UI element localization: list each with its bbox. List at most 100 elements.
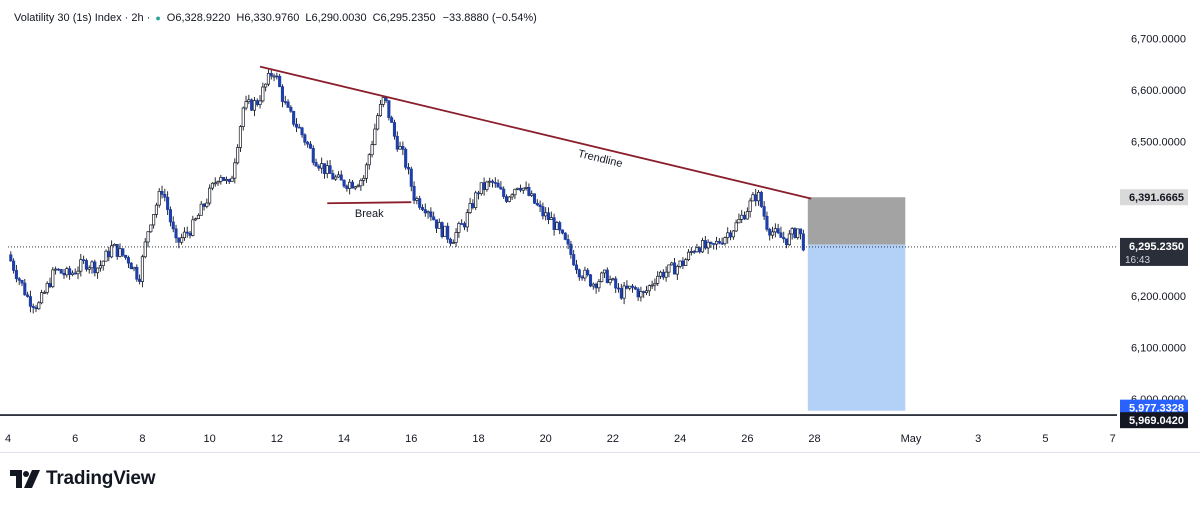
- candle-body: [110, 245, 114, 258]
- candle-body: [112, 243, 116, 247]
- candle-body: [709, 241, 713, 244]
- candle-body: [790, 228, 794, 235]
- candle-body: [76, 270, 80, 275]
- candle-body: [541, 206, 545, 217]
- candle-body: [412, 185, 416, 201]
- candle-body: [499, 186, 503, 190]
- candle-body: [644, 290, 649, 293]
- break-line[interactable]: [327, 201, 412, 205]
- candle-body: [317, 165, 321, 169]
- bar-countdown: 16:43: [1125, 255, 1150, 266]
- candle-body: [222, 177, 226, 181]
- candle-body: [745, 211, 749, 220]
- time-tick-label: 20: [540, 433, 552, 445]
- candle-body: [544, 212, 548, 217]
- candle-body: [404, 148, 408, 168]
- time-tick-label: 4: [5, 433, 11, 445]
- candle-body: [653, 282, 657, 286]
- candle-body: [793, 228, 797, 238]
- candle-body: [614, 278, 618, 289]
- candle-body: [367, 154, 371, 166]
- candle-body: [530, 193, 534, 196]
- candle-body: [720, 242, 724, 245]
- candle-body: [328, 165, 332, 174]
- candle-body: [387, 100, 391, 119]
- stop-loss-zone[interactable]: [807, 197, 906, 245]
- candle-body: [185, 231, 189, 234]
- candle-body: [686, 251, 691, 261]
- candle-body: [140, 256, 144, 282]
- candle-body: [236, 147, 240, 164]
- current-price-badge-bg: [1120, 237, 1188, 266]
- candle-body: [426, 211, 430, 214]
- candle-body: [423, 209, 427, 214]
- candle-body: [34, 307, 38, 310]
- candle-body: [552, 217, 556, 230]
- candle-body: [796, 228, 800, 238]
- candle-body: [569, 243, 573, 255]
- candle-body: [572, 254, 576, 266]
- candle-body: [118, 248, 122, 257]
- candle-body: [280, 86, 284, 102]
- candle-body: [502, 188, 506, 197]
- candle-body: [706, 241, 710, 249]
- candle-body: [129, 262, 133, 270]
- candle-body: [381, 97, 385, 105]
- candle-body: [555, 222, 559, 230]
- candle-body: [390, 117, 394, 123]
- candle-body: [779, 232, 783, 238]
- support-price-badge: 5,969.0420: [1129, 415, 1184, 427]
- candle-body: [199, 203, 203, 216]
- tradingview-logo[interactable]: TradingView: [10, 468, 156, 490]
- candle-body: [23, 282, 27, 296]
- candle-body: [45, 283, 49, 293]
- symbol-title[interactable]: Volatility 30 (1s) Index · 2h ·: [14, 12, 151, 24]
- candle-body: [182, 231, 186, 239]
- support-price-badge-bg: [1120, 412, 1188, 429]
- candle-body: [331, 173, 335, 180]
- candle-body: [418, 198, 422, 208]
- candle-body: [518, 187, 523, 191]
- candle-body: [443, 225, 447, 237]
- candle-body: [597, 281, 601, 289]
- footer-divider: [0, 452, 1200, 453]
- candle-body: [306, 141, 310, 145]
- candle-series: [9, 69, 805, 314]
- candle-body: [9, 254, 13, 262]
- candle-body: [322, 163, 327, 174]
- candle-body: [434, 219, 439, 229]
- candle-body: [376, 115, 380, 130]
- candle-body: [26, 294, 30, 297]
- candle-body: [356, 185, 360, 188]
- candle-body: [636, 288, 640, 298]
- candle-body: [93, 261, 97, 274]
- candle-body: [754, 194, 758, 202]
- candle-body: [490, 180, 495, 183]
- candle-body: [605, 269, 609, 284]
- stop-price-badge-bg: [1120, 189, 1188, 206]
- candle-body: [320, 163, 324, 169]
- candle-body: [485, 181, 489, 190]
- candle-body: [208, 187, 212, 204]
- candle-body: [269, 73, 273, 77]
- candle-body: [90, 261, 94, 269]
- candle-body: [586, 269, 590, 276]
- candle-body: [384, 97, 388, 101]
- candle-body: [233, 162, 237, 179]
- candle-body: [692, 251, 696, 253]
- candle-body: [82, 259, 86, 262]
- take-profit-zone[interactable]: [807, 244, 906, 411]
- candle-body: [504, 196, 509, 202]
- candle-body: [132, 266, 136, 270]
- candle-body: [364, 164, 369, 179]
- candle-body: [59, 269, 63, 274]
- candle-body: [314, 162, 318, 167]
- trendline[interactable]: [259, 65, 812, 200]
- candle-body: [787, 233, 791, 246]
- candle-body: [241, 107, 245, 127]
- candle-body: [740, 214, 744, 220]
- ohlc-open: O6,328.9220: [166, 12, 231, 24]
- current-price-badge: 6,295.2350: [1129, 241, 1184, 253]
- candle-body: [566, 239, 570, 245]
